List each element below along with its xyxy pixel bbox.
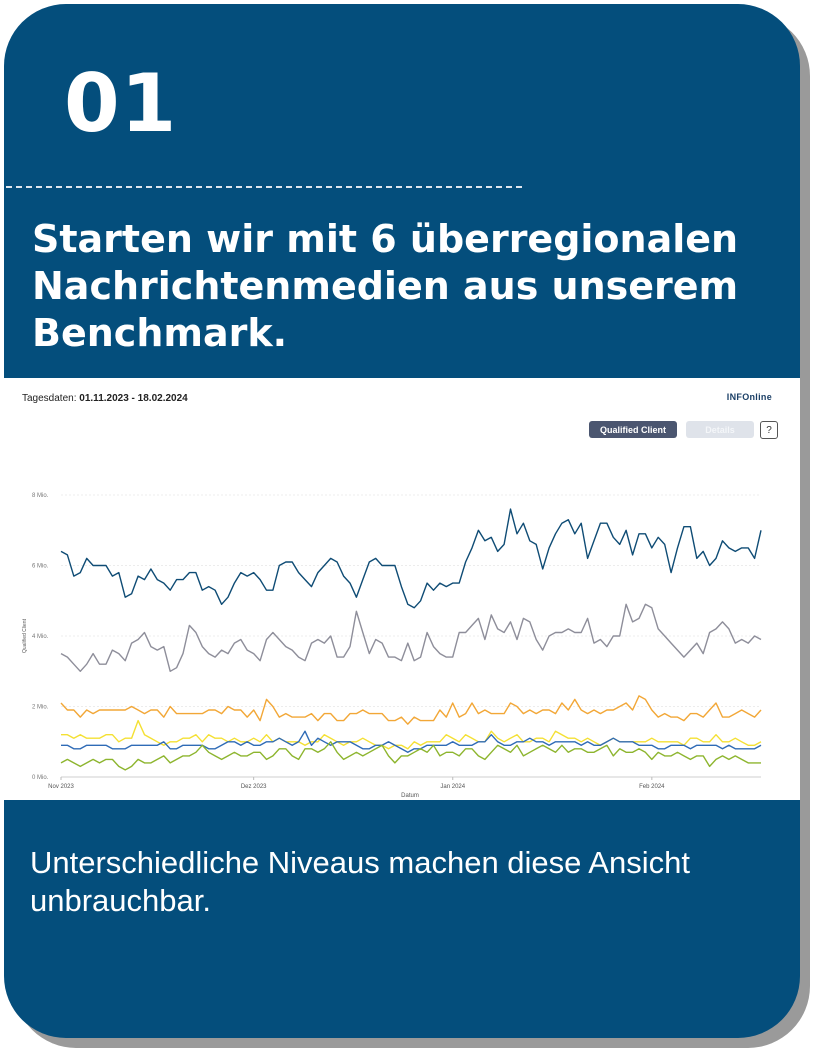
series-line-2	[60, 603, 762, 672]
date-range-label: Tagesdaten: 01.11.2023 - 18.02.2024	[22, 393, 188, 404]
x-tick-label: Dez 2023	[241, 784, 267, 790]
qualified-client-button[interactable]: Qualified Client	[589, 421, 677, 438]
series-line-3	[60, 695, 762, 725]
x-axis-label: Datum	[401, 793, 419, 799]
caption: Unterschiedliche Niveaus machen diese An…	[30, 845, 690, 918]
dashed-divider	[6, 186, 522, 188]
help-button[interactable]: ?	[760, 421, 778, 439]
details-button[interactable]: Details	[686, 421, 754, 438]
line-chart: 0 Mio. 2 Mio. 4 Mio. 6 Mio. 8 Mio. Nov 2023 De…	[22, 493, 762, 799]
info-card: 01 Starten wir mit 6 überregionalen Nach…	[4, 4, 800, 1038]
brand-logo: INFOnline	[726, 392, 772, 402]
date-label: Tagesdaten:	[22, 393, 77, 404]
headline: Starten wir mit 6 überregionalen Nachric…	[32, 217, 739, 355]
series-line-4	[61, 719, 762, 750]
x-tick-label: Feb 2024	[639, 784, 665, 790]
x-tick-label: Nov 2023	[48, 784, 74, 790]
date-range-value: 01.11.2023 - 18.02.2024	[79, 393, 188, 404]
y-axis-label: Qualified Client	[22, 618, 28, 653]
y-tick-label: 8 Mio.	[32, 493, 49, 499]
y-tick-label: 2 Mio.	[32, 705, 49, 711]
series-line-6	[60, 741, 761, 771]
y-tick-label: 6 Mio.	[32, 564, 49, 570]
series-line-1	[60, 508, 762, 609]
y-tick-label: 4 Mio.	[32, 634, 49, 640]
x-tick-label: Jan 2024	[440, 784, 465, 790]
series-line-5	[61, 730, 762, 753]
slide-number: 01	[64, 57, 178, 150]
chart-panel: 0 Mio. 2 Mio. 4 Mio. 6 Mio. 8 Mio. Nov 2023 De…	[4, 378, 800, 800]
y-tick-label: 0 Mio.	[32, 775, 49, 781]
